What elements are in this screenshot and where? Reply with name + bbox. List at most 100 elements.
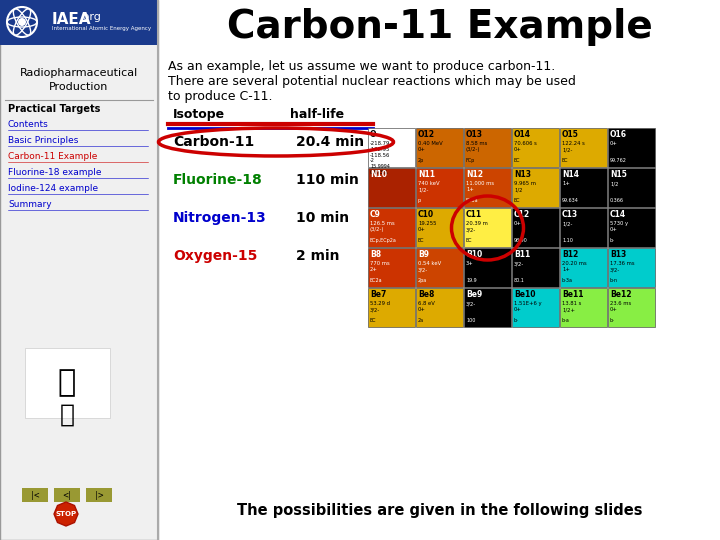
Text: 1/2: 1/2 — [610, 181, 618, 186]
Text: Basic Principles: Basic Principles — [8, 136, 78, 145]
Bar — [368, 248, 415, 287]
Text: 1+: 1+ — [562, 181, 570, 186]
Text: 23.6 ms
0+: 23.6 ms 0+ — [610, 301, 631, 312]
Bar — [416, 288, 463, 327]
Text: b-: b- — [610, 238, 615, 243]
Text: Fluorine-18 example: Fluorine-18 example — [8, 168, 102, 177]
Bar — [54, 488, 80, 502]
Text: International Atomic Energy Agency: International Atomic Energy Agency — [52, 26, 151, 31]
Text: Iodine-124 example: Iodine-124 example — [8, 184, 98, 193]
Text: EC: EC — [514, 158, 521, 163]
Bar — [608, 128, 655, 167]
Text: 110 min: 110 min — [296, 173, 359, 187]
Text: There are several potential nuclear reactions which may be used: There are several potential nuclear reac… — [168, 75, 576, 88]
Text: C11: C11 — [466, 210, 482, 219]
Bar — [560, 248, 607, 287]
Text: 20.20 ms
1+: 20.20 ms 1+ — [562, 261, 587, 272]
Text: 0+: 0+ — [610, 141, 618, 146]
Text: Contents: Contents — [8, 120, 49, 129]
Text: O12: O12 — [418, 130, 435, 139]
Text: p: p — [418, 198, 421, 203]
Text: 2a: 2a — [418, 318, 424, 323]
Text: .org: .org — [80, 12, 102, 22]
Bar — [464, 128, 511, 167]
Text: 0+: 0+ — [514, 221, 522, 226]
Text: C14: C14 — [610, 210, 626, 219]
Text: 13.81 s
1/2+: 13.81 s 1/2+ — [562, 301, 581, 312]
Text: 0.366: 0.366 — [610, 198, 624, 203]
Bar — [560, 128, 607, 167]
Text: 3/2-: 3/2- — [514, 261, 524, 266]
Text: O16: O16 — [610, 130, 627, 139]
Bar — [512, 248, 559, 287]
Bar — [464, 168, 511, 207]
Text: 70.606 s
0+: 70.606 s 0+ — [514, 141, 537, 152]
Text: b-n: b-n — [610, 278, 618, 283]
Text: O15: O15 — [562, 130, 579, 139]
Text: EC: EC — [514, 198, 521, 203]
Text: Be7: Be7 — [370, 290, 387, 299]
Bar — [368, 208, 415, 247]
Text: STOP: STOP — [55, 511, 76, 517]
Text: 0.40 MeV
0+: 0.40 MeV 0+ — [418, 141, 443, 152]
Text: Carbon-11 Example: Carbon-11 Example — [227, 8, 653, 46]
Text: C12: C12 — [514, 210, 530, 219]
Bar — [368, 168, 415, 207]
Text: 126.5 ms
(3/2-): 126.5 ms (3/2-) — [370, 221, 395, 232]
Text: O: O — [370, 130, 377, 139]
Text: b-: b- — [514, 318, 519, 323]
Bar — [416, 168, 463, 207]
Text: 98.90: 98.90 — [514, 238, 528, 243]
Text: N15: N15 — [610, 170, 627, 179]
Text: 1.51E+6 y
0+: 1.51E+6 y 0+ — [514, 301, 541, 312]
Text: B12: B12 — [562, 250, 578, 259]
Text: 1.10: 1.10 — [562, 238, 573, 243]
Text: 99.634: 99.634 — [562, 198, 579, 203]
Text: 80.1: 80.1 — [514, 278, 525, 283]
Bar — [25, 348, 110, 418]
Text: 20.39 m
3/2-: 20.39 m 3/2- — [466, 221, 488, 232]
Text: <|: <| — [63, 490, 71, 500]
Text: B8: B8 — [370, 250, 381, 259]
Text: 10 min: 10 min — [296, 211, 349, 225]
Text: Isotope: Isotope — [173, 108, 225, 121]
Circle shape — [18, 18, 26, 26]
Bar — [0, 0, 158, 45]
Text: -218.79
-182.95
-118.56: -218.79 -182.95 -118.56 — [370, 141, 390, 158]
Text: 100: 100 — [466, 318, 475, 323]
Text: EC2a: EC2a — [370, 278, 382, 283]
Text: IAEA: IAEA — [52, 12, 91, 27]
Text: EC: EC — [370, 318, 377, 323]
Text: Fluorine-18: Fluorine-18 — [173, 173, 263, 187]
Bar — [512, 208, 559, 247]
Text: Carbon-11: Carbon-11 — [173, 135, 254, 149]
Text: Be12: Be12 — [610, 290, 631, 299]
Bar — [416, 128, 463, 167]
Bar — [464, 208, 511, 247]
Text: O13: O13 — [466, 130, 483, 139]
Text: 3+: 3+ — [466, 261, 474, 266]
Text: Summary: Summary — [8, 200, 52, 209]
Text: Radiopharmaceutical: Radiopharmaceutical — [20, 68, 138, 78]
Bar — [368, 288, 415, 327]
Bar — [608, 288, 655, 327]
Bar — [512, 288, 559, 327]
Text: As an example, let us assume we want to produce carbon-11.: As an example, let us assume we want to … — [168, 60, 555, 73]
Bar — [608, 168, 655, 207]
Bar — [512, 168, 559, 207]
Text: B13: B13 — [610, 250, 626, 259]
Text: N14: N14 — [562, 170, 579, 179]
Text: b-: b- — [610, 318, 615, 323]
Bar — [416, 208, 463, 247]
Bar — [0, 0, 158, 540]
Text: C13: C13 — [562, 210, 578, 219]
Bar — [560, 208, 607, 247]
Bar — [512, 128, 559, 167]
Bar — [416, 248, 463, 287]
Text: Carbon-11 Example: Carbon-11 Example — [8, 152, 97, 161]
Text: 2 min: 2 min — [296, 249, 340, 263]
Text: Oxygen-15: Oxygen-15 — [173, 249, 257, 263]
Bar — [560, 288, 607, 327]
Text: 8.58 ms
(3/2-): 8.58 ms (3/2-) — [466, 141, 487, 152]
Text: N12: N12 — [466, 170, 483, 179]
